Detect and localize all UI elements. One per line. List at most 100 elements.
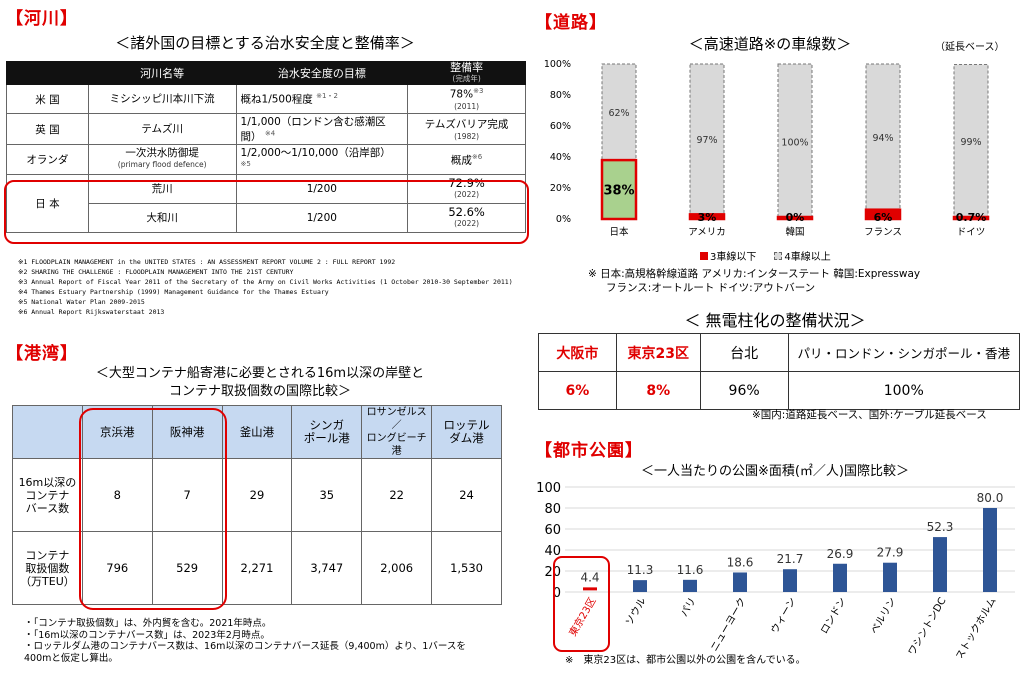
road-bar-4lane (865, 63, 901, 211)
park-y-tick: 40 (544, 544, 561, 559)
road-x-tick: 韓国 (785, 227, 804, 238)
road-label-4lane: 97% (696, 135, 717, 146)
tokyo-park-highlight (553, 556, 610, 652)
river-name: 大和川 (87, 202, 237, 233)
japan-ports-highlight (79, 408, 227, 610)
port-header: ロサンゼルス ／ ロングビーチ港 (361, 405, 433, 459)
road-y-tick: 100% (544, 59, 571, 70)
river-row: オランダ 一次洪水防御堤 (primary flood defence) 1/2,00… (6, 144, 526, 175)
legend-item-4lane: 4車線以上 (774, 248, 831, 263)
legend-item-3lane: 3車線以下 (700, 248, 756, 263)
pole-header-others: パリ・ロンドン・シンガポール・香港 (787, 333, 1021, 372)
port-teu-cell: 2,271 (221, 531, 293, 605)
park-x-tick: ソウル (623, 596, 648, 628)
pole-header-osaka: 大阪市 (538, 333, 617, 372)
port-teu-row: コンテナ 取扱個数 （万TEU） 796 529 2,271 3,747 2,006 1,5… (12, 531, 502, 605)
park-bar (883, 562, 897, 592)
park-value-label: 4.4 (580, 570, 599, 584)
river-target: 1/1,000（ロンドン含む感潮区間） ※4 (235, 113, 409, 145)
river-target: 1/200 (235, 173, 409, 204)
road-label-3lane: 0% (786, 211, 805, 224)
road-y-tick: 0% (556, 214, 571, 225)
port-header: 阪神港 (151, 405, 223, 459)
road-note: フランス:オートルート ドイツ:アウトバーン (606, 282, 816, 294)
river-rate: テムズバリア完成 (1982) (407, 113, 526, 145)
pole-header-row: 大阪市 東京23区 台北 パリ・ロンドン・シンガポール・香港 (538, 333, 1021, 372)
road-bar-3lane (952, 215, 990, 221)
river-target: 1/2,000～1/10,000（沿岸部） ※5 (235, 144, 409, 175)
river-country: オランダ (6, 144, 89, 175)
road-unit: （延長ベース） (935, 42, 1005, 53)
port-header: 京浜港 (81, 405, 153, 459)
river-header-name: 河川名等 (87, 61, 237, 85)
port-table: 京浜港 阪神港 釜山港 シンガ ポール港 ロサンゼルス ／ ロングビーチ港 ロッテル ダム… (12, 405, 502, 605)
port-teu-cell: 3,747 (291, 531, 363, 605)
road-y-tick: 80% (550, 90, 571, 101)
river-footnote: ※6 Annual Report Rijkswaterstaat 2013 (18, 308, 165, 316)
japan-river-row: 大和川 1/200 52.6% (2022) (7, 202, 526, 233)
park-y-tick: 80 (544, 502, 561, 517)
road-bar-3lane (600, 158, 638, 221)
road-y-tick: 40% (550, 152, 571, 163)
port-teu-cell: 529 (151, 531, 223, 605)
road-y-tick: 20% (550, 183, 571, 194)
river-footnote: ※2 SHARING THE CHALLENGE : FLOODPLAIN MA… (18, 268, 294, 276)
river-country: 米 国 (6, 84, 89, 114)
port-berths-cell: 35 (291, 458, 363, 532)
road-bar-4lane (689, 63, 725, 215)
river-footnote: ※5 National Water Plan 2009-2015 (18, 298, 145, 306)
japan-highlight-box (4, 180, 529, 244)
park-y-tick: 60 (544, 523, 561, 538)
park-y-tick: 0 (553, 586, 561, 601)
port-berths-cell: 24 (431, 458, 502, 532)
park-x-tick: ウィーン (768, 596, 798, 636)
pole-header-tokyo: 東京23区 (615, 333, 701, 372)
river-country-japan: 日 本 (6, 173, 89, 233)
road-label-4lane: 100% (781, 138, 808, 149)
river-header-rate: 整備率 (完成年) (407, 61, 526, 85)
road-note: ※ 日本:高規格幹線道路 アメリカ:インターステート 韓国:Expressway (588, 268, 921, 280)
port-note: ・「16m以深のコンテナバース数」は、2023年2月時点。 (24, 629, 270, 641)
port-teu-cell: 796 (81, 531, 153, 605)
park-bar (833, 563, 847, 592)
park-x-tick: ワシントンDC (907, 596, 949, 658)
park-x-tick: ニューヨーク (708, 596, 748, 654)
river-footnote: ※3 Annual Report of Fiscal Year 2011 of … (18, 278, 513, 286)
port-header-corner (12, 405, 83, 459)
road-legend: 3車線以下 4車線以上 (700, 248, 831, 263)
pole-title: ＜ 無電柱化の整備状況＞ (684, 311, 866, 330)
port-notes: ・「コンテナ取扱個数」は、外内貿を含む。2021年時点。 ・「16m以深のコンテ… (24, 618, 466, 664)
park-bar (983, 508, 997, 592)
pole-value-tokyo: 8% (615, 371, 701, 410)
road-bar-4lane (953, 63, 989, 219)
river-footnotes: ※1 FLOODPLAIN MANAGEMENT in the UNITED S… (18, 257, 513, 317)
port-berths-cell: 29 (221, 458, 293, 532)
pole-note: ※国内:道路延長ベース、国外:ケーブル延長ベース (752, 409, 987, 421)
port-header: ロッテル ダム港 (431, 405, 502, 459)
river-name: テムズ川 (87, 113, 237, 145)
road-heading: 【道路】 (535, 13, 607, 33)
park-y-tick: 20 (544, 565, 561, 580)
river-row: 米 国ミシシッピ川本川下流 概ね1/500程度 ※1・2 78%※3 (2011) (6, 84, 526, 114)
port-header: 釜山港 (221, 405, 293, 459)
park-x-tick: ベルリン (868, 596, 898, 637)
river-name: ミシシッピ川本川下流 (87, 84, 237, 114)
park-bar (683, 579, 697, 592)
road-label-3lane: 0.7% (956, 211, 987, 224)
park-x-tick: パリ (678, 596, 698, 619)
river-row: 英 国テムズ川 1/1,000（ロンドン含む感潮区間） ※4 テムズバリア完成 (19… (6, 113, 526, 145)
river-rate: 概成※6 (407, 144, 526, 175)
port-teu-cell: 1,530 (431, 531, 502, 605)
road-label-4lane: 99% (960, 137, 981, 148)
park-value-label: 52.3 (927, 520, 954, 534)
road-label-3lane: 38% (603, 184, 634, 199)
river-name: 一次洪水防御堤 (primary flood defence) (87, 144, 237, 175)
river-country: 英 国 (6, 113, 89, 145)
park-value-label: 27.9 (877, 546, 904, 560)
port-note: ・「コンテナ取扱個数」は、外内貿を含む。2021年時点。 (24, 618, 272, 629)
river-rate: 78%※3 (2011) (407, 84, 526, 114)
park-bar (783, 569, 797, 592)
road-bar-4lane (601, 63, 637, 161)
port-title-line2: コンテナ取扱個数の国際比較＞ (168, 384, 351, 399)
port-teu-cell: 2,006 (361, 531, 433, 605)
